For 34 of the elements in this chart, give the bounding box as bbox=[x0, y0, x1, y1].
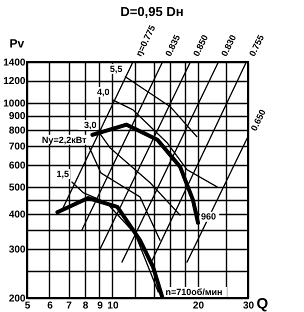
y-tick-label: 1000 bbox=[3, 98, 26, 110]
series-label: 960 bbox=[200, 212, 216, 222]
series-label: 3,0 bbox=[84, 120, 96, 130]
x-tick-label: 8 bbox=[82, 300, 89, 312]
text: 0.650 bbox=[248, 108, 268, 132]
y-tick-label: 1400 bbox=[3, 58, 26, 68]
y-tick-label: 400 bbox=[8, 209, 26, 220]
y-axis-title: Pv bbox=[10, 36, 25, 50]
x-tick-label: 20 bbox=[192, 300, 204, 312]
x-tick-label: 9 bbox=[97, 300, 104, 312]
x-tick-label: 7 bbox=[66, 300, 72, 312]
text: 0.830 bbox=[219, 33, 238, 58]
x-axis-title: Q bbox=[256, 296, 268, 312]
x-tick-label: 6 bbox=[47, 300, 54, 312]
x-tick-label: 10 bbox=[107, 300, 119, 312]
y-tick-label: 200 bbox=[8, 294, 26, 304]
y-tick-label: 900 bbox=[8, 111, 26, 122]
y-tick-label: 1200 bbox=[3, 76, 26, 88]
series-label: 4,0 bbox=[96, 86, 110, 97]
y-tick-label: 300 bbox=[8, 244, 26, 256]
y-tick-label: 600 bbox=[8, 160, 26, 172]
y-tick-label: 700 bbox=[8, 142, 26, 153]
series-label: 5,5 bbox=[110, 64, 122, 74]
x-tick-label: 5 bbox=[24, 300, 31, 312]
text: 0.835 bbox=[163, 33, 182, 58]
text: 0.755 bbox=[247, 33, 266, 58]
y-tick-label: 500 bbox=[8, 182, 26, 194]
series-label: n=710об/мин bbox=[166, 287, 222, 297]
series-label: 1,5 bbox=[56, 169, 69, 180]
text: 0.850 bbox=[191, 33, 210, 58]
series-label: Ny=2,2кВт bbox=[42, 134, 88, 145]
x-tick-label: 30 bbox=[242, 300, 254, 312]
y-tick-label: 800 bbox=[8, 125, 26, 136]
chart-title: D=0,95 Dн bbox=[119, 4, 185, 19]
